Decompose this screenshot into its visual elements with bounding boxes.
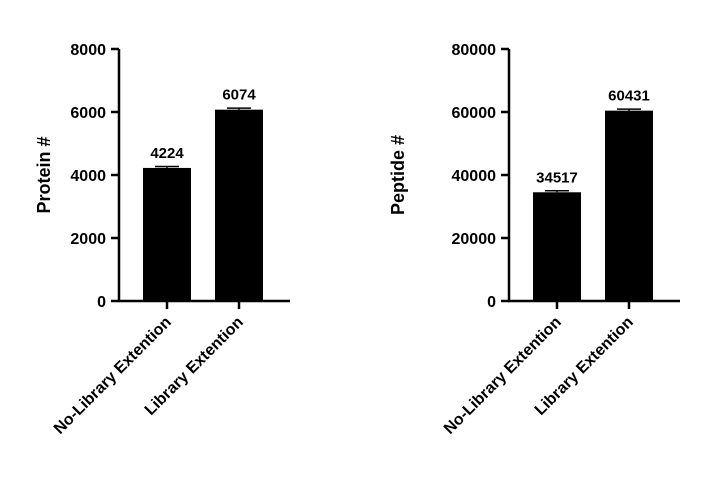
data-label: 4224: [150, 145, 184, 162]
data-label: 60431: [608, 88, 650, 105]
y-tick-label: 0: [487, 294, 496, 311]
bar-library-extention: [215, 109, 263, 301]
x-tick-label: No-Library Extention: [441, 314, 565, 438]
y-axis-title: Protein #: [34, 136, 54, 213]
y-tick-label: 4000: [70, 168, 106, 185]
y-tick-label: 60000: [452, 105, 497, 122]
x-tick-label: No-Library Extention: [51, 314, 175, 438]
y-tick-label: 20000: [452, 231, 497, 248]
protein-count-chart: 0 2000 4000 6000 8000 Protein # 4224 No-Library…: [34, 42, 290, 438]
data-label: 34517: [536, 169, 578, 186]
y-tick-label: 2000: [70, 231, 106, 248]
data-label: 6074: [222, 87, 256, 104]
y-tick-label: 8000: [70, 42, 106, 59]
y-tick-label: 6000: [70, 105, 106, 122]
peptide-count-chart: 0 20000 40000 60000 80000 Peptide # 34517 No-Li…: [388, 42, 680, 438]
bar-no-library-extention: [533, 192, 581, 301]
y-tick-label: 80000: [452, 42, 497, 59]
y-tick-label: 0: [97, 294, 106, 311]
y-axis-title: Peptide #: [388, 135, 408, 215]
bar-no-library-extention: [143, 167, 191, 301]
y-tick-label: 40000: [452, 168, 497, 185]
bar-library-extention: [605, 110, 653, 301]
